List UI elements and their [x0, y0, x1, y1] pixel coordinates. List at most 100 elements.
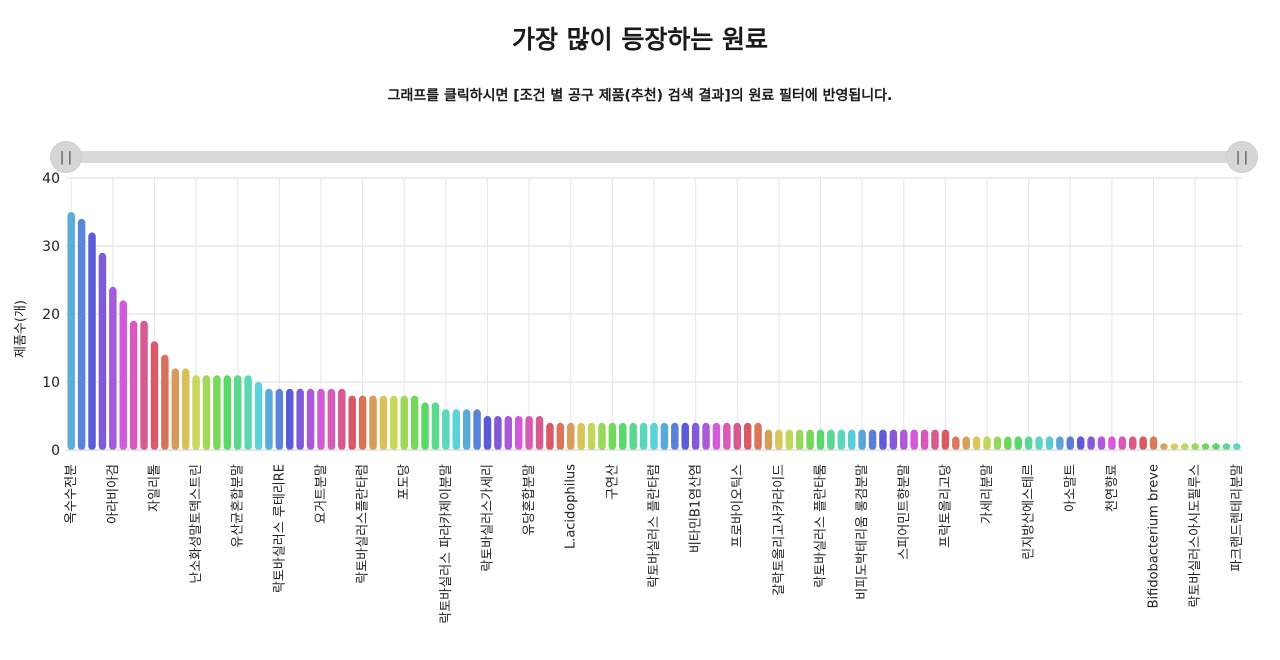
bar[interactable]: [681, 422, 689, 450]
bar[interactable]: [442, 409, 450, 450]
bar[interactable]: [1181, 443, 1189, 450]
bar[interactable]: [98, 252, 107, 450]
bar[interactable]: [213, 375, 221, 450]
bar[interactable]: [764, 429, 773, 450]
bar[interactable]: [109, 286, 117, 450]
bar[interactable]: [972, 436, 981, 450]
bar[interactable]: [1233, 443, 1241, 450]
bar[interactable]: [286, 388, 294, 450]
bar[interactable]: [837, 429, 846, 450]
bar[interactable]: [223, 375, 232, 450]
bar[interactable]: [161, 354, 169, 450]
bar[interactable]: [754, 422, 762, 450]
bar[interactable]: [587, 422, 596, 450]
bar[interactable]: [868, 429, 877, 450]
bar[interactable]: [1149, 436, 1158, 450]
bar[interactable]: [1139, 436, 1147, 450]
bar[interactable]: [816, 429, 825, 450]
bar[interactable]: [1004, 436, 1012, 450]
bar[interactable]: [306, 388, 315, 450]
bar[interactable]: [233, 375, 242, 450]
bar[interactable]: [1108, 436, 1116, 450]
bar[interactable]: [566, 422, 575, 450]
bar[interactable]: [525, 416, 533, 450]
bar[interactable]: [265, 388, 273, 450]
bar[interactable]: [1128, 436, 1137, 450]
range-slider-track[interactable]: [66, 151, 1242, 163]
bar[interactable]: [254, 382, 263, 450]
bar[interactable]: [275, 388, 284, 450]
bar[interactable]: [473, 409, 481, 450]
bar[interactable]: [379, 395, 388, 450]
bar[interactable]: [910, 429, 918, 450]
bar[interactable]: [556, 422, 565, 450]
bar[interactable]: [181, 368, 190, 450]
bar[interactable]: [129, 320, 138, 450]
bar[interactable]: [296, 388, 304, 450]
bar[interactable]: [338, 388, 346, 450]
bar[interactable]: [327, 388, 336, 450]
bar[interactable]: [369, 395, 377, 450]
bar[interactable]: [608, 422, 617, 450]
bar[interactable]: [650, 422, 658, 450]
bar[interactable]: [1118, 436, 1127, 450]
bar[interactable]: [244, 375, 252, 450]
bar[interactable]: [691, 422, 700, 450]
bar[interactable]: [150, 341, 159, 450]
bar[interactable]: [348, 395, 356, 450]
bar[interactable]: [431, 402, 440, 450]
bar[interactable]: [795, 429, 804, 450]
bar[interactable]: [317, 388, 325, 450]
bar[interactable]: [952, 436, 960, 450]
bar[interactable]: [619, 422, 627, 450]
bar[interactable]: [390, 395, 398, 450]
bar[interactable]: [629, 422, 637, 450]
bar[interactable]: [1024, 436, 1033, 450]
bar[interactable]: [723, 422, 731, 450]
bar[interactable]: [192, 375, 200, 450]
bar[interactable]: [827, 429, 835, 450]
bar[interactable]: [171, 368, 180, 450]
bar[interactable]: [77, 218, 86, 450]
bar[interactable]: [847, 429, 856, 450]
range-slider-left-handle[interactable]: ||: [50, 141, 82, 173]
bar[interactable]: [879, 429, 887, 450]
bar[interactable]: [993, 436, 1002, 450]
bar[interactable]: [452, 409, 461, 450]
bar[interactable]: [577, 422, 585, 450]
bar[interactable]: [504, 416, 513, 450]
bar[interactable]: [514, 416, 523, 450]
bar[interactable]: [1076, 436, 1085, 450]
bar[interactable]: [941, 429, 950, 450]
bar[interactable]: [1066, 436, 1075, 450]
bar[interactable]: [1170, 443, 1179, 450]
bar[interactable]: [806, 429, 814, 450]
bar[interactable]: [1097, 436, 1106, 450]
bar[interactable]: [1014, 436, 1022, 450]
bar[interactable]: [858, 429, 866, 450]
bar[interactable]: [1222, 443, 1231, 450]
bar[interactable]: [983, 436, 991, 450]
bar[interactable]: [1212, 443, 1220, 450]
bar[interactable]: [889, 429, 898, 450]
bar[interactable]: [358, 395, 367, 450]
bar[interactable]: [119, 300, 127, 450]
bar[interactable]: [1056, 436, 1064, 450]
bar[interactable]: [483, 416, 492, 450]
bar[interactable]: [140, 320, 148, 450]
bar[interactable]: [88, 232, 96, 450]
bar[interactable]: [400, 395, 408, 450]
bar[interactable]: [546, 422, 554, 450]
bar[interactable]: [1201, 443, 1210, 450]
bar[interactable]: [1035, 436, 1043, 450]
bar[interactable]: [743, 422, 752, 450]
bar[interactable]: [660, 422, 669, 450]
bar[interactable]: [535, 416, 544, 450]
bar[interactable]: [202, 375, 211, 450]
bar[interactable]: [421, 402, 429, 450]
bar[interactable]: [494, 416, 502, 450]
range-slider-right-handle[interactable]: ||: [1226, 141, 1258, 173]
bar[interactable]: [410, 395, 419, 450]
bar[interactable]: [1191, 443, 1199, 450]
